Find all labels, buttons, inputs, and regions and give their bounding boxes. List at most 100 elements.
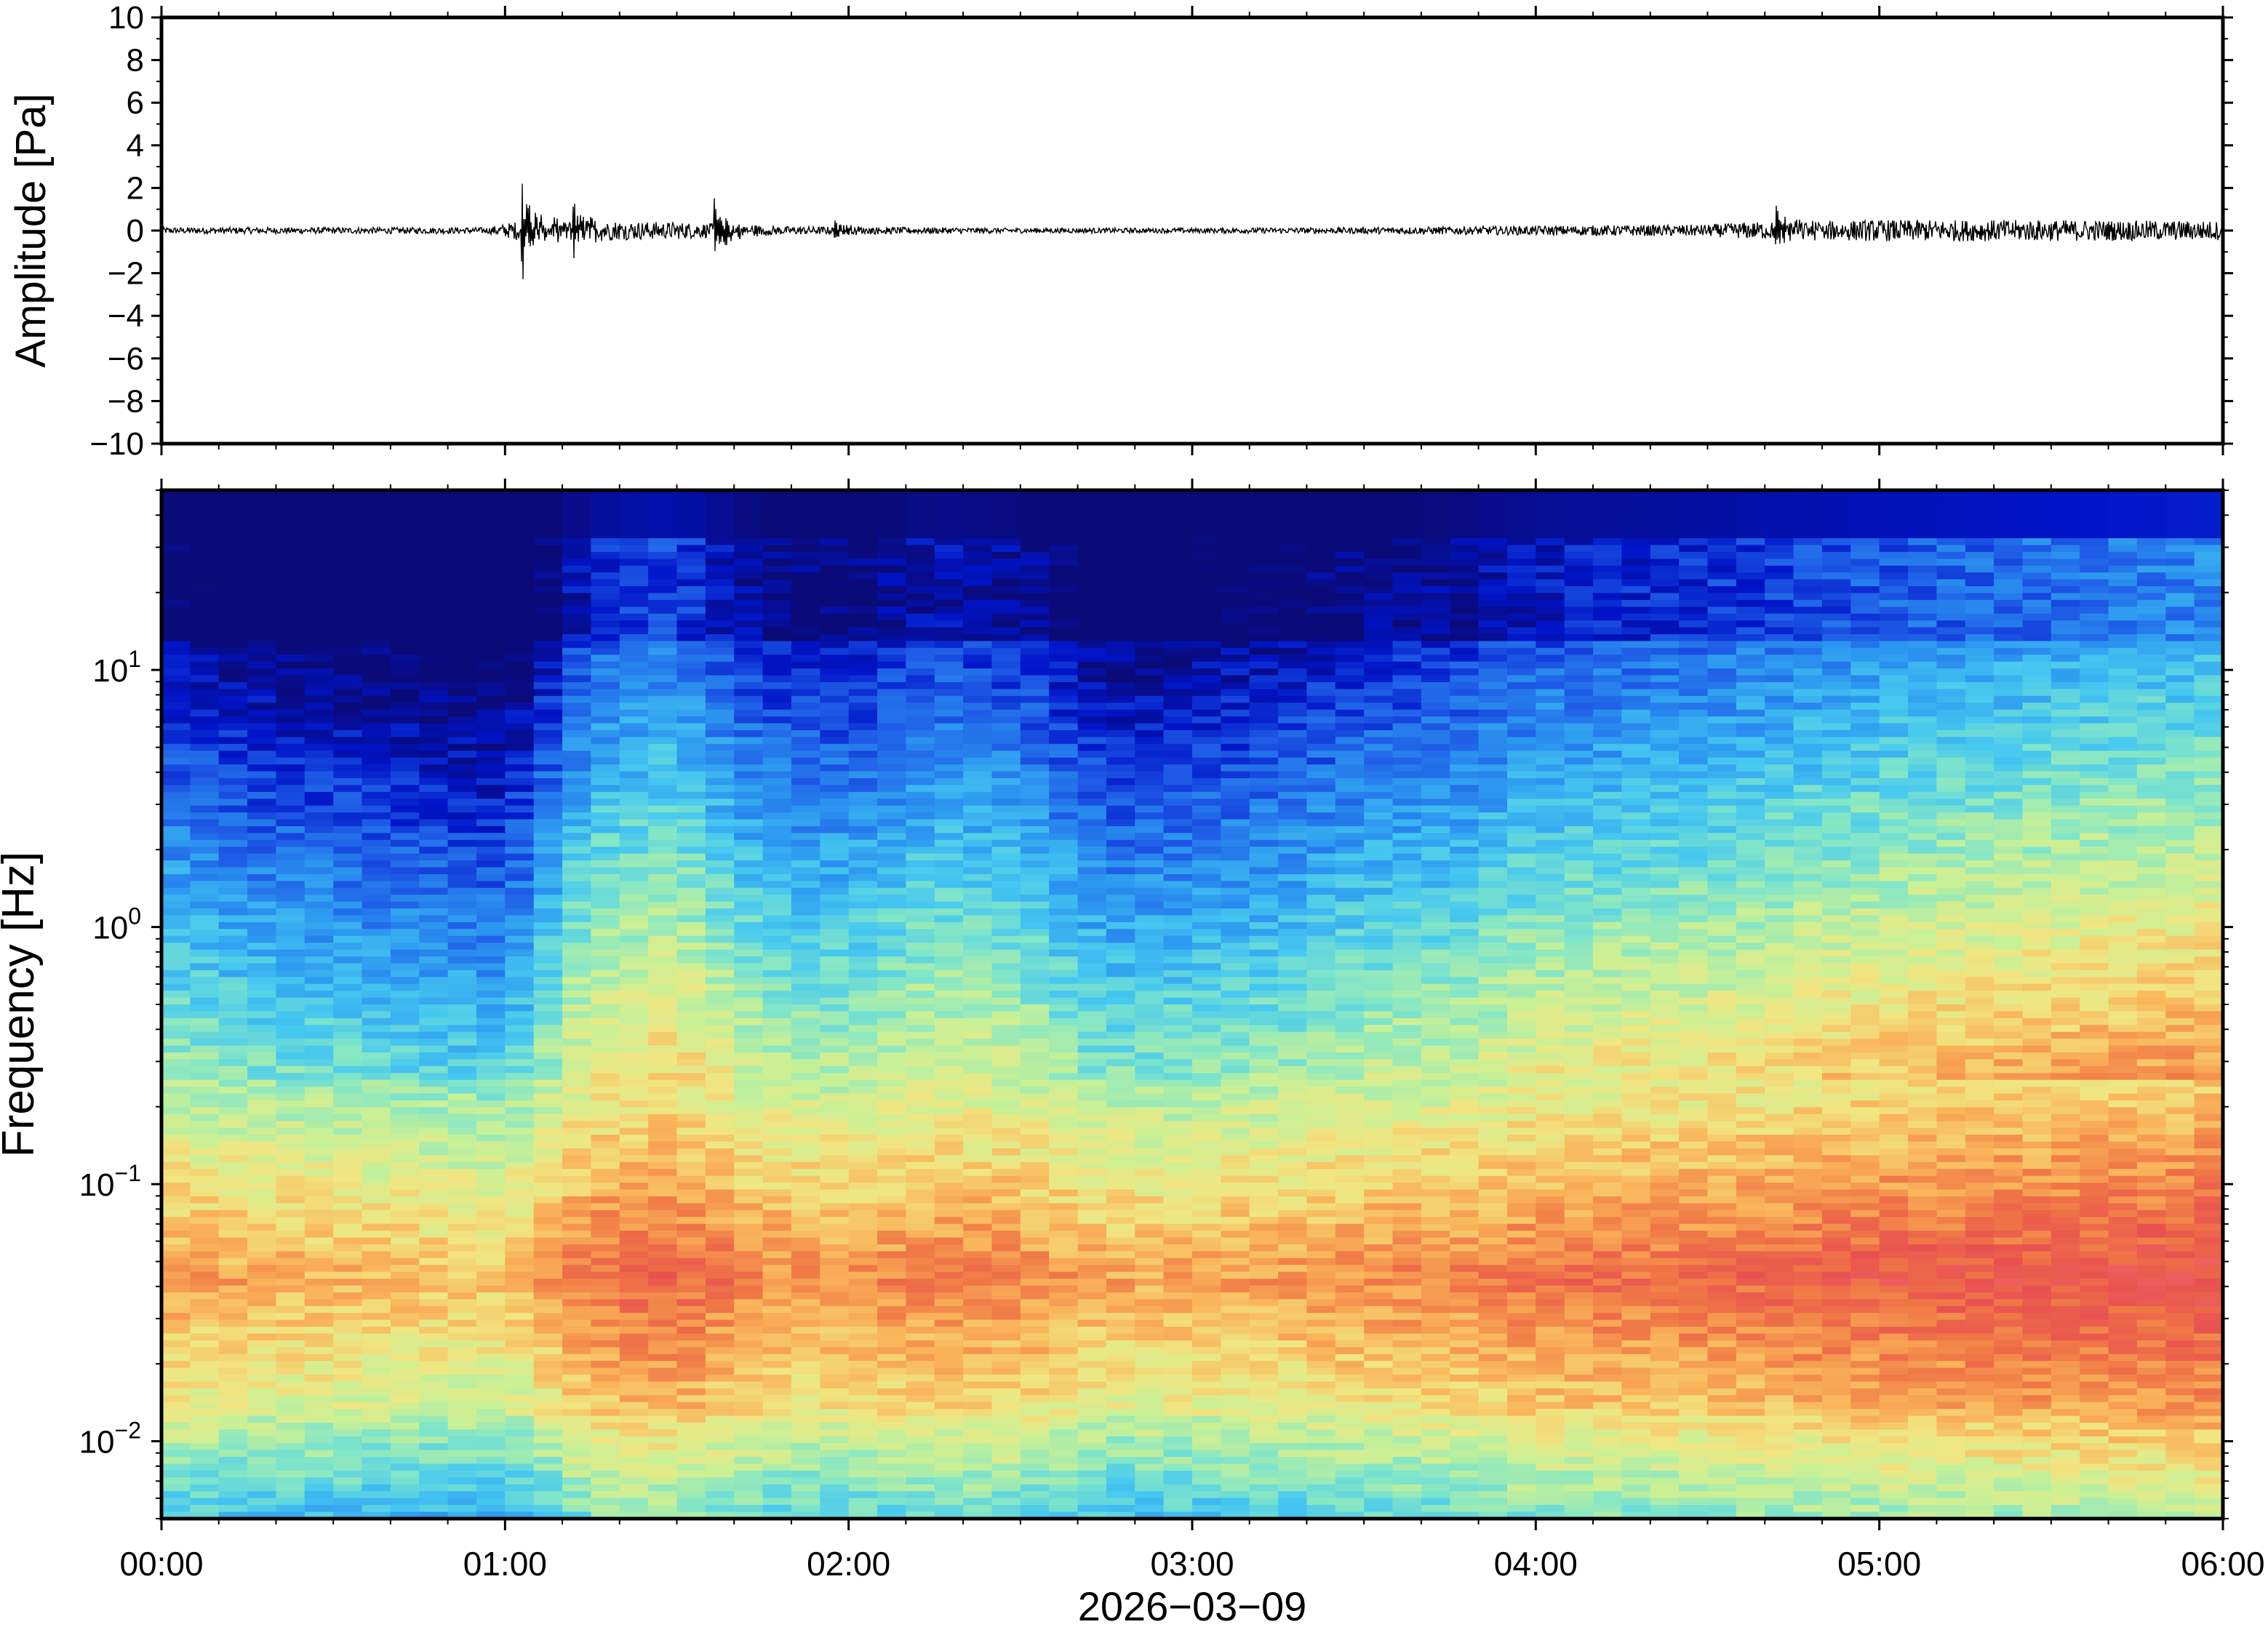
spectrogram-cell <box>476 689 506 697</box>
spectrogram-cell <box>390 586 420 594</box>
spectrogram-cell <box>505 1491 535 1499</box>
spectrogram-cell <box>562 517 592 525</box>
spectrogram-cell <box>304 1196 334 1204</box>
spectrogram-cell <box>505 1175 535 1183</box>
spectrogram-cell <box>648 1265 678 1273</box>
spectrogram-cell <box>304 737 334 745</box>
spectrogram-cell <box>1077 1313 1107 1321</box>
spectrogram-cell <box>1077 1367 1107 1375</box>
spectrogram-cell <box>762 531 792 539</box>
spectrogram-cell <box>1049 853 1079 861</box>
spectrogram-cell <box>934 901 964 909</box>
spectrogram-cell <box>362 586 391 594</box>
spectrogram-cell <box>1049 1436 1079 1444</box>
spectrogram-cell <box>362 607 391 615</box>
spectrogram-cell <box>648 1258 678 1266</box>
spectrogram-cell <box>562 1354 592 1362</box>
spectrogram-cell <box>705 1463 735 1471</box>
spectrogram-cell <box>247 620 277 628</box>
spectrogram-cell <box>1049 826 1079 834</box>
spectrogram-cell <box>762 551 792 559</box>
spectrogram-cell <box>562 991 592 999</box>
spectrogram-cell <box>991 1114 1021 1122</box>
spectrogram-cell <box>304 1457 334 1465</box>
spectrogram-cell <box>304 1505 334 1513</box>
spectrogram-cell <box>705 1203 735 1211</box>
spectrogram-cell <box>304 1402 334 1410</box>
spectrogram-cell <box>963 826 993 834</box>
spectrogram-cell <box>533 572 563 580</box>
spectrogram-cell <box>362 1306 391 1314</box>
spectrogram-cell <box>1077 1292 1107 1300</box>
spectrogram-cell <box>447 1169 477 1177</box>
spectrogram-cell <box>648 764 678 772</box>
spectrogram-cell <box>276 1271 306 1279</box>
spectrogram-cell <box>1077 963 1107 971</box>
spectrogram-cell <box>419 1258 449 1266</box>
spectrogram-cell <box>304 1279 334 1287</box>
spectrogram-cell <box>619 716 649 724</box>
spectrogram-cell <box>877 1402 907 1410</box>
spectrogram-cell <box>190 833 220 841</box>
spectrogram-cell <box>533 647 563 655</box>
spectrogram-cell <box>419 668 449 676</box>
spectrogram-cell <box>505 915 535 923</box>
spectrogram-cell <box>848 887 878 895</box>
spectrogram-cell <box>963 1100 993 1108</box>
spectrogram-cell <box>762 1223 792 1231</box>
spectrogram-cell <box>447 908 477 916</box>
spectrogram-cell <box>362 1045 391 1053</box>
spectrogram-cell <box>333 668 363 676</box>
spectrogram-cell <box>762 1402 792 1410</box>
spectrogram-cell <box>991 1313 1021 1321</box>
spectrogram-cell <box>906 524 935 532</box>
spectrogram-cell <box>791 1402 821 1410</box>
spectrogram-cell <box>877 949 907 957</box>
spectrogram-cell <box>1077 929 1107 937</box>
spectrogram-cell <box>161 1347 191 1355</box>
spectrogram-cell <box>304 729 334 738</box>
spectrogram-cell <box>362 1367 391 1375</box>
spectrogram-cell <box>304 1463 334 1471</box>
spectrogram-cell <box>648 977 678 985</box>
spectrogram-cell <box>734 1265 764 1273</box>
spectrogram-cell <box>734 1436 764 1444</box>
spectrogram-cell <box>877 1265 907 1273</box>
spectrogram-cell <box>476 586 506 594</box>
spectrogram-cell <box>1077 887 1107 895</box>
spectrogram-cell <box>218 1450 248 1458</box>
spectrogram-cell <box>562 1375 592 1383</box>
spectrogram-cell <box>390 675 420 683</box>
spectrogram-cell <box>820 599 850 607</box>
spectrogram-cell <box>762 524 792 532</box>
spectrogram-cell <box>161 1217 191 1225</box>
spectrogram-cell <box>390 757 420 765</box>
spectrogram-cell <box>762 1450 792 1458</box>
spectrogram-cell <box>1049 819 1079 827</box>
spectrogram-cell <box>934 723 964 731</box>
spectrogram-cell <box>906 1121 935 1129</box>
spectrogram-cell <box>218 915 248 923</box>
spectrogram-cell <box>533 826 563 834</box>
spectrogram-cell <box>705 1196 735 1204</box>
spectrogram-cell <box>791 1443 821 1451</box>
spectrogram-cell <box>476 1251 506 1259</box>
spectrogram-cell <box>276 1450 306 1458</box>
spectrogram-cell <box>218 1471 248 1479</box>
spectrogram-cell <box>562 675 592 683</box>
spectrogram-cell <box>304 1203 334 1211</box>
spectrogram-cell <box>991 1450 1021 1458</box>
spectrogram-cell <box>218 503 248 512</box>
spectrogram-cell <box>447 559 477 567</box>
spectrogram-cell <box>276 1327 306 1335</box>
spectrogram-cell <box>304 709 334 717</box>
spectrogram-cell <box>218 1100 248 1108</box>
spectrogram-cell <box>619 1148 649 1156</box>
spectrogram-cell <box>1077 1498 1107 1506</box>
spectrogram-cell <box>533 551 563 559</box>
spectrogram-cell <box>218 634 248 642</box>
spectrogram-cell <box>820 853 850 861</box>
spectrogram-cell <box>791 565 821 573</box>
spectrogram-cell <box>619 737 649 745</box>
spectrogram-cell <box>676 901 706 909</box>
